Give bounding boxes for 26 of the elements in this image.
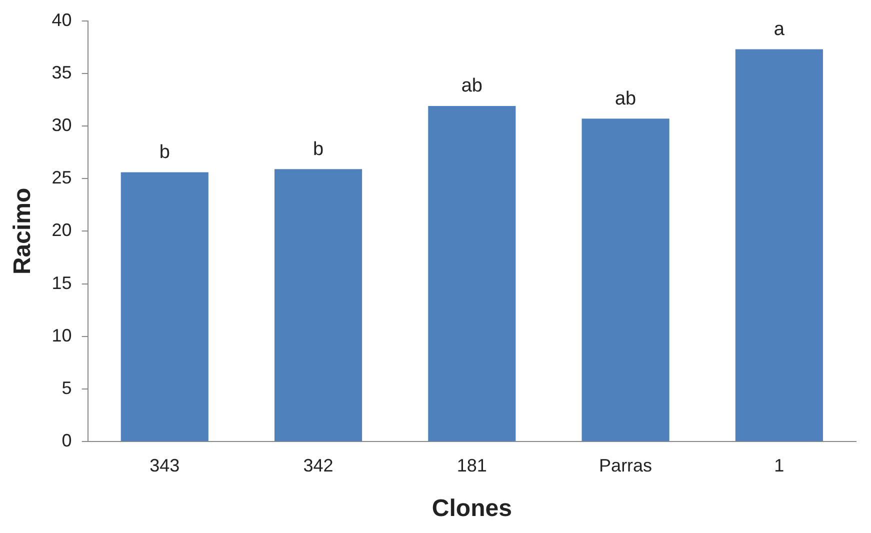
y-tick-label: 20 [52, 220, 72, 240]
x-tick-label: Parras [599, 455, 652, 476]
y-tick-label: 40 [52, 10, 72, 30]
bar [274, 169, 362, 442]
annotation: b [312, 138, 324, 160]
y-tick-label: 35 [52, 62, 72, 82]
annotation: ab [461, 76, 482, 97]
bar [582, 118, 670, 442]
y-tick-label: 30 [52, 114, 72, 135]
bar [120, 172, 208, 442]
y-tick-label: 25 [52, 168, 72, 188]
bar [428, 106, 516, 442]
annotation: ab [614, 88, 636, 110]
y-tick-label: 15 [52, 272, 72, 293]
x-tick-label: 343 [150, 455, 180, 476]
annotation: a [774, 18, 785, 40]
y-axis-title: Racimo [9, 188, 36, 275]
y-tick-label: 0 [62, 430, 72, 451]
x-tick-label: 1 [774, 455, 784, 476]
x-tick-label: 181 [456, 455, 487, 476]
x-axis-title: Clones [432, 495, 512, 522]
x-tick-label: 342 [303, 455, 334, 476]
y-tick-label: 10 [52, 325, 72, 346]
y-tick-label: 5 [62, 378, 72, 398]
annotation: b [159, 142, 170, 164]
bar [735, 49, 823, 442]
